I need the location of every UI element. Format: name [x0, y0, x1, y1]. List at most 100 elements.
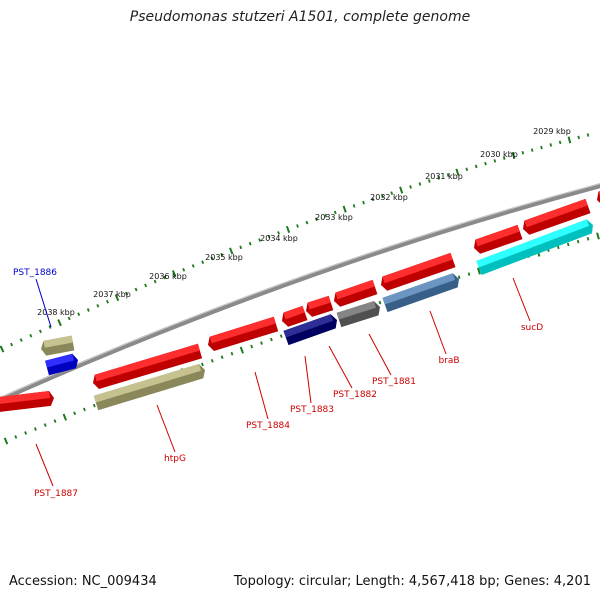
minor-tick — [566, 242, 570, 247]
minor-tick — [521, 150, 525, 155]
gene-pst-1882-a-highlight — [307, 295, 331, 310]
gene-label[interactable]: PST_1881 — [372, 377, 416, 387]
major-tick — [567, 136, 572, 144]
minor-tick — [409, 185, 412, 189]
gene-label[interactable]: PST_1887 — [34, 489, 78, 499]
gene-sucD[interactable] — [476, 219, 593, 275]
minor-tick — [220, 252, 224, 257]
connector-line — [304, 355, 312, 404]
kbp-label: 2036 kbp — [149, 272, 187, 281]
major-tick — [114, 294, 120, 302]
genome-backbone — [0, 183, 600, 403]
connector-line — [368, 333, 392, 376]
gene-htpG[interactable] — [93, 364, 205, 411]
minor-tick — [67, 316, 71, 321]
connector-line — [156, 404, 176, 453]
gene-pst-1884[interactable] — [208, 316, 279, 351]
minor-tick — [230, 351, 234, 356]
gene-label[interactable]: PST_1882 — [333, 390, 377, 400]
major-tick — [57, 319, 62, 327]
gene-sucD-red-2[interactable] — [523, 198, 591, 235]
minor-tick — [220, 355, 224, 360]
gene-pst-1886[interactable] — [41, 335, 75, 356]
minor-tick — [418, 182, 422, 186]
gene-pst-1882-b-highlight — [336, 301, 376, 320]
major-tick — [62, 413, 68, 421]
map-title: Pseudomonas stutzeri A1501, complete gen… — [129, 9, 471, 25]
minor-tick — [38, 329, 42, 334]
connector-line — [328, 345, 353, 389]
gene-pst-1882-b[interactable] — [336, 301, 380, 328]
major-tick — [239, 346, 244, 354]
gene-pst-1883-b[interactable] — [283, 314, 338, 346]
minor-tick — [201, 260, 205, 265]
minor-tick — [86, 308, 90, 312]
gene-braB-highlight — [382, 273, 456, 305]
minor-tick — [210, 359, 214, 363]
minor-tick — [19, 338, 23, 342]
gene-pst-1883-a[interactable] — [282, 305, 308, 327]
minor-tick — [279, 334, 283, 338]
minor-tick — [163, 275, 167, 280]
minor-tick — [83, 407, 86, 412]
gene-braB[interactable] — [382, 273, 460, 313]
gene-pst-1881[interactable] — [334, 279, 378, 307]
gene-braB-red[interactable] — [381, 252, 456, 291]
minor-tick — [77, 312, 81, 317]
minor-tick — [586, 133, 590, 137]
major-tick — [171, 270, 177, 278]
gene-label[interactable]: PST_1884 — [246, 421, 290, 431]
minor-tick — [239, 245, 243, 250]
major-tick — [0, 345, 5, 353]
gene-pst-1882-a[interactable] — [306, 295, 334, 317]
major-tick — [455, 168, 460, 176]
minor-tick — [277, 231, 280, 235]
minor-tick — [24, 431, 28, 435]
connector-line — [429, 310, 447, 355]
gene-pst-1887-partial[interactable] — [0, 391, 54, 412]
minor-tick — [457, 275, 461, 280]
connector-line — [512, 277, 531, 322]
minor-tick — [250, 344, 254, 349]
label-connectors — [35, 277, 531, 487]
minor-tick — [29, 333, 33, 338]
gene-htpG-red[interactable] — [93, 343, 203, 389]
major-tick — [3, 437, 9, 445]
gene-label[interactable]: PST_1883 — [290, 405, 334, 415]
gene-label[interactable]: htpG — [164, 454, 186, 464]
gene-label[interactable]: PST_1886 — [13, 268, 57, 278]
minor-tick — [549, 143, 553, 147]
minor-tick — [258, 238, 262, 242]
gene-sucD-red-highlight — [475, 224, 520, 247]
gene-label[interactable]: braB — [438, 356, 459, 366]
gene-pst-1886-blue[interactable] — [45, 353, 78, 376]
minor-tick — [530, 148, 534, 152]
kbp-label: 2038 kbp — [37, 308, 75, 317]
minor-tick — [467, 272, 471, 276]
major-tick — [399, 186, 404, 194]
connector-line — [35, 443, 54, 487]
gene-pst-1881-highlight — [335, 279, 375, 300]
gene-label[interactable]: sucD — [521, 323, 543, 333]
minor-tick — [586, 237, 590, 241]
gene-features — [0, 191, 600, 412]
minor-tick — [267, 234, 271, 239]
minor-tick — [371, 197, 375, 202]
minor-tick — [576, 239, 580, 244]
gene-sucD-red[interactable] — [474, 224, 523, 254]
minor-tick — [315, 217, 318, 221]
minor-tick — [362, 200, 365, 205]
major-tick — [229, 247, 234, 255]
minor-tick — [474, 164, 478, 169]
minor-tick — [465, 167, 469, 172]
minor-tick — [144, 283, 148, 288]
minor-tick — [493, 159, 497, 163]
minor-tick — [540, 145, 543, 150]
minor-tick — [92, 403, 96, 408]
outer-tick-track — [0, 133, 590, 353]
connector-line — [254, 371, 269, 420]
minor-tick — [125, 291, 128, 296]
kbp-label: 2037 kbp — [93, 290, 131, 299]
genome-summary-text: Topology: circular; Length: 4,567,418 bp… — [233, 574, 591, 589]
